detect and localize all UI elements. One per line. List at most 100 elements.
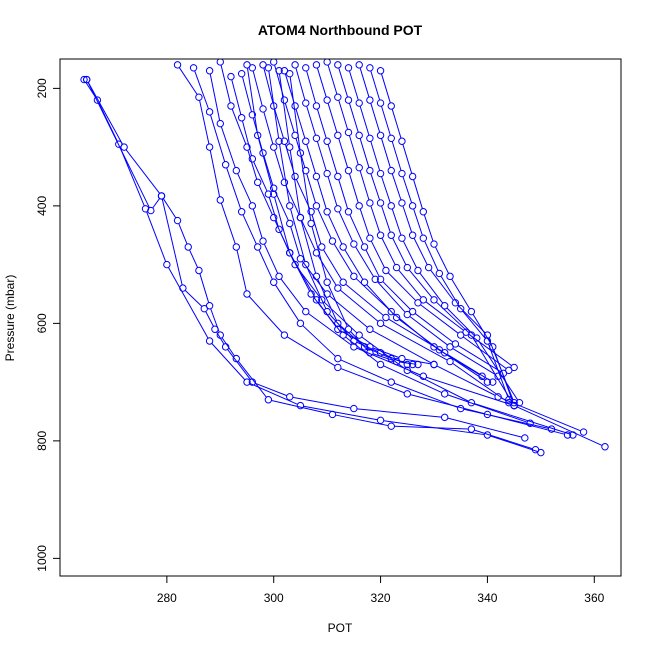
data-point [382, 313, 390, 322]
series-25-segment [289, 150, 301, 215]
series-22-segment [451, 278, 471, 310]
data-point [312, 61, 321, 69]
data-point [392, 313, 401, 322]
series-1-segment [146, 211, 167, 262]
series-26-segment [399, 361, 415, 365]
data-point [446, 357, 454, 366]
series-15-segment [327, 144, 338, 174]
data-point [318, 296, 326, 304]
data-point [248, 111, 257, 119]
data-point [489, 343, 497, 351]
data-point [189, 64, 198, 72]
data-point [147, 206, 155, 215]
series-10-segment [452, 362, 507, 402]
data-point [339, 243, 347, 251]
series-17-segment [468, 333, 512, 366]
data-point [312, 202, 321, 210]
series-6-segment [356, 347, 421, 376]
series-3-segment [205, 311, 214, 327]
data-point [355, 163, 363, 172]
data-point [264, 64, 273, 72]
data-point [366, 199, 374, 207]
data-point [446, 272, 454, 281]
data-point [376, 416, 385, 425]
series-14-segment [338, 211, 353, 242]
data-point [275, 67, 283, 75]
series-22-segment [402, 144, 413, 174]
data-point [392, 357, 401, 366]
series-19-segment [402, 240, 417, 268]
data-point [323, 307, 331, 316]
data-point [286, 249, 294, 257]
data-point [312, 134, 321, 143]
data-point [296, 213, 305, 222]
series-22-segment [391, 108, 402, 139]
data-point [376, 319, 385, 328]
data-point [80, 75, 88, 84]
series-3-segment [161, 198, 183, 286]
data-point [419, 234, 428, 242]
data-point [307, 208, 315, 216]
data-point [280, 96, 289, 104]
series-5-segment [242, 214, 257, 245]
series-24-segment [268, 70, 280, 139]
data-point [253, 131, 262, 140]
data-point [360, 243, 369, 251]
data-point [483, 378, 492, 386]
series-4-segment [209, 150, 221, 197]
series-5-segment [394, 382, 458, 408]
data-point [270, 59, 278, 66]
data-point [408, 172, 417, 181]
series-20-segment [457, 304, 486, 334]
series-14-segment [452, 348, 496, 376]
series-13-segment [441, 351, 486, 381]
data-point [398, 169, 406, 178]
data-point [408, 231, 417, 239]
series-1-segment [211, 343, 246, 381]
series-10-segment [252, 70, 263, 106]
data-point [334, 61, 342, 69]
series-3-segment [447, 417, 522, 438]
series-20-segment [430, 269, 454, 301]
series-23-segment [258, 138, 274, 192]
series-9-segment [263, 155, 274, 186]
series-8-segment [361, 336, 405, 369]
series-2-segment [87, 82, 150, 208]
data-point [200, 304, 208, 313]
series-18-segment [408, 269, 433, 298]
series-17-segment [338, 100, 349, 130]
series-layer [80, 59, 609, 457]
series-18-segment [338, 67, 349, 98]
data-point [141, 205, 150, 213]
series-15-segment [365, 249, 380, 277]
y-tick-label: 600 [35, 313, 49, 333]
data-point [387, 166, 395, 175]
series-14-segment [355, 246, 374, 277]
series-9-segment [290, 226, 300, 256]
series-14-segment [295, 67, 306, 101]
series-20-segment [391, 173, 402, 201]
data-point [344, 96, 353, 104]
data-point [323, 169, 331, 178]
data-point [280, 178, 289, 187]
series-15-segment [338, 179, 349, 209]
data-point [312, 296, 321, 304]
series-4-segment [199, 100, 210, 145]
data-point [291, 172, 299, 181]
data-point [248, 155, 257, 163]
data-point [387, 202, 395, 210]
data-point [467, 307, 476, 316]
y-tick-label: 800 [35, 431, 49, 451]
data-point [339, 278, 347, 286]
series-16-segment [316, 67, 327, 98]
series-12-segment [333, 243, 353, 274]
data-point [243, 61, 251, 69]
series-6-segment [308, 313, 352, 346]
data-point [387, 102, 395, 110]
series-3-segment [227, 349, 251, 380]
data-point [216, 119, 224, 128]
series-11-segment [311, 214, 322, 245]
series-5-segment [463, 408, 549, 429]
data-point [179, 284, 187, 292]
data-point [280, 331, 289, 339]
